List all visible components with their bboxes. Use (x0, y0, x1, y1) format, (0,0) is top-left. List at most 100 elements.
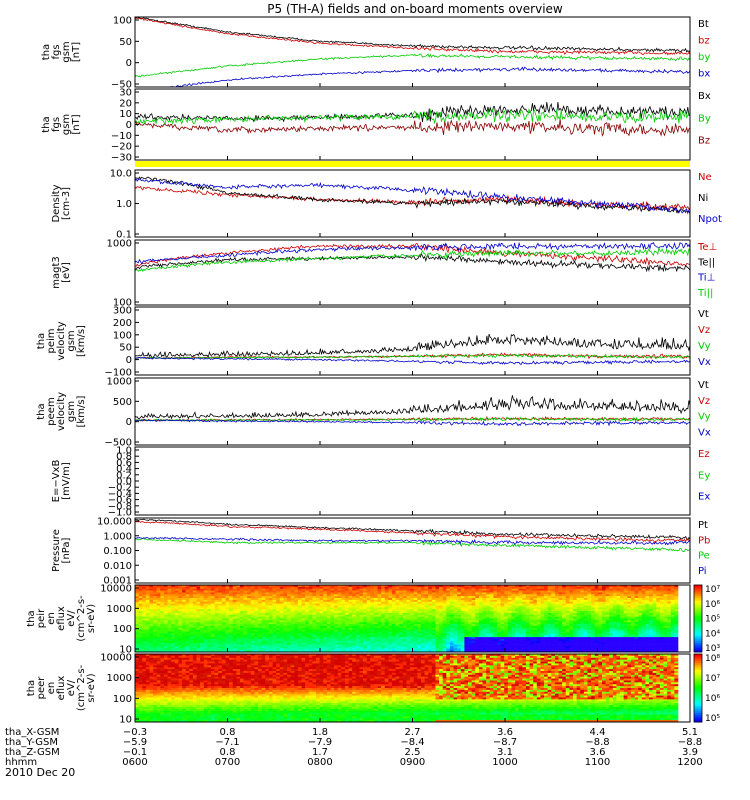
spectrogram-cell (406, 599, 411, 603)
spectrogram-cell (138, 607, 143, 610)
spectrogram-cell (457, 611, 462, 614)
spectrogram-cell (153, 631, 158, 634)
spectrogram-cell (533, 620, 538, 623)
spectrogram-cell (533, 638, 538, 642)
spectrogram-cell (160, 585, 165, 588)
spectrogram-cell (297, 599, 302, 603)
spectrogram-cell (431, 622, 436, 625)
spectrogram-cell (457, 612, 462, 616)
spectrogram-cell (525, 640, 530, 643)
spectrogram-cell (211, 640, 215, 643)
spectrogram-cell (196, 620, 201, 623)
spectrogram-cell (192, 598, 197, 601)
spectrogram-cell (370, 588, 375, 591)
y-tick-label: −0.8 (108, 501, 132, 512)
y-axis-label-line: E=−VxB (51, 460, 62, 503)
spectrogram-cell (576, 644, 581, 647)
spectrogram-cell (330, 638, 335, 642)
spectrogram-cell (565, 616, 570, 619)
spectrogram-cell (243, 592, 248, 595)
spectrogram-cell (370, 620, 375, 623)
spectrogram-cell (489, 590, 494, 593)
spectrogram-cell (171, 586, 176, 590)
spectrogram-cell (239, 607, 244, 610)
spectrogram-cell (431, 614, 436, 617)
y-axis-label-line: [cm-3] (61, 187, 72, 220)
spectrogram-cell (601, 614, 606, 617)
spectrogram-cell (381, 627, 386, 630)
spectrogram-cell (366, 624, 371, 627)
spectrogram-cell (594, 590, 599, 593)
spectrogram-cell (547, 590, 552, 593)
spectrogram-cell (250, 646, 255, 649)
spectrogram-cell (196, 644, 201, 647)
spectrogram-cell (330, 607, 335, 610)
spectrogram-cell (287, 585, 291, 588)
spectrogram-cell (551, 607, 556, 610)
spectrogram-cell (525, 646, 530, 649)
spectrogram-cell (196, 612, 201, 616)
spectrogram-cell (525, 594, 530, 597)
spectrogram-cell (294, 605, 299, 608)
spectrogram-cell (319, 586, 324, 590)
spectrogram-cell (334, 609, 339, 612)
spectrogram-cell (497, 616, 501, 619)
spectrogram-cell (489, 646, 494, 649)
spectrogram-cell (135, 622, 139, 625)
spectrogram-cell (218, 596, 223, 599)
spectrogram-cell (294, 644, 299, 647)
spectrogram-cell (554, 635, 559, 638)
spectrogram-cell (413, 625, 418, 629)
spectrogram-cell (547, 620, 552, 623)
spectrogram-cell (417, 631, 422, 634)
spectrogram-cell (428, 585, 433, 588)
spectrogram-cell (449, 640, 454, 643)
spectrogram-cell (185, 637, 190, 640)
spectrogram-cell (471, 599, 476, 603)
spectrogram-cell (236, 609, 241, 612)
spectrogram-cell (381, 638, 386, 642)
spectrogram-cell (221, 592, 226, 595)
spectrogram-cell (482, 611, 487, 614)
spectrogram-cell (145, 648, 150, 651)
spectrogram-cell (229, 638, 234, 642)
spectrogram-cell (457, 598, 462, 601)
spectrogram-cell (381, 605, 386, 608)
spectrogram-cell (196, 627, 201, 630)
spectrogram-cell (457, 625, 462, 629)
spectrogram-cell (189, 627, 194, 630)
spectrogram-cell (283, 596, 288, 599)
spectrogram-cell (475, 611, 480, 614)
spectrogram-cell (341, 642, 346, 645)
spectrogram-cell (478, 648, 483, 651)
spectrogram-cell (377, 633, 382, 636)
spectrogram-cell (301, 638, 306, 642)
spectrogram-cell (478, 640, 483, 643)
spectrogram-cell (189, 622, 194, 625)
spectrogram-cell (515, 625, 520, 629)
spectrogram-cell (460, 592, 465, 595)
spectrogram-cell (171, 605, 176, 608)
spectrogram-cell (525, 598, 530, 601)
spectrogram-cell (453, 633, 458, 636)
spectrogram-cell (323, 590, 328, 593)
spectrogram-cell (163, 612, 168, 616)
spectrogram-cell (493, 650, 498, 653)
spectrogram-cell (192, 618, 197, 621)
legend-label: Pe (698, 551, 710, 562)
spectrogram-cell (156, 605, 161, 608)
spectrogram-cell (478, 614, 483, 617)
spectrogram-cell (214, 592, 219, 595)
spectrogram-cell (344, 612, 349, 616)
spectrogram-cell (171, 590, 176, 593)
spectrogram-cell (551, 585, 556, 588)
spectrogram-cell (373, 627, 378, 630)
spectrogram-cell (601, 598, 606, 601)
spectrogram-cell (319, 648, 324, 651)
spectrogram-cell (497, 612, 501, 616)
spectrogram-cell (363, 585, 367, 588)
spectrogram-cell (497, 644, 501, 647)
spectrogram-cell (312, 598, 317, 601)
spectrogram-cell (297, 631, 302, 634)
spectrogram-cell (583, 618, 588, 621)
